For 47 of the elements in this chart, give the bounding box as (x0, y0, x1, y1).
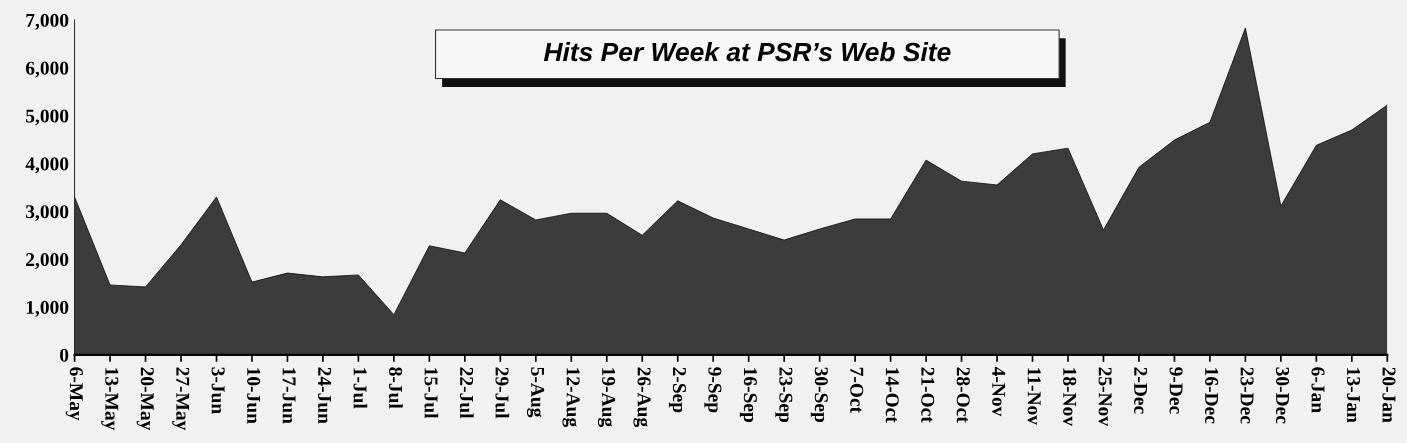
x-tick-label: 2-Dec (1134, 367, 1148, 414)
text: Hits Per Week at PSR’s Web Site (543, 41, 951, 62)
x-tick-label: 9-Dec (1169, 367, 1183, 414)
x-tick-label: 5-Aug (526, 367, 545, 418)
y-tick-label: 0 (60, 348, 69, 362)
x-tick-label: 3-Jun (211, 367, 225, 414)
x-tick-label: 20-Jan (1382, 367, 1396, 423)
x-tick-label: 15-Jul (424, 368, 439, 419)
y-tick-label: 3,000 (26, 205, 69, 222)
x-tick-label: 13-Jan (1346, 368, 1361, 423)
x-tick-label: 6-Jan (1311, 367, 1325, 413)
x-tick-label: 20-May (136, 367, 154, 431)
x-tick-label: 9-Sep (704, 367, 722, 413)
x-tick-label: 1-Jul (353, 368, 368, 409)
x-tick-label: 19-Aug (597, 368, 616, 427)
y-tick-label: 6,000 (25, 61, 69, 78)
x-tick-label: 27-May (172, 367, 190, 431)
x-tick-label: 11-Nov (1027, 368, 1041, 425)
x-tick-label: 22-Jul (459, 367, 474, 419)
x-tick-label: 18-Nov (1063, 368, 1077, 427)
x-tick-label: 10-Jun (247, 368, 261, 424)
x-tick-label: 16-Dec (1205, 368, 1219, 424)
x-tick-label: 2-Sep (668, 367, 686, 413)
x-tick-label: 28-Oct (956, 367, 970, 423)
y-tick-label: 2,000 (26, 252, 69, 269)
x-tick-label: 23-Dec (1240, 367, 1254, 424)
y-tick-label: 4,000 (25, 157, 69, 174)
x-tick-label: 30-Dec (1276, 367, 1290, 424)
x-tick-label: 14-Oct (885, 368, 899, 423)
y-tick-label: 7,000 (26, 13, 69, 30)
y-tick-label: 5,000 (26, 109, 69, 126)
x-tick-label: 13-May (101, 368, 119, 431)
x-tick-label: 21-Oct (921, 367, 935, 423)
x-tick-label: 24-Jun (318, 367, 332, 424)
x-tick-label: 29-Jul (495, 367, 510, 419)
x-tick-label: 6-May (65, 367, 83, 421)
y-tick-label: 1,000 (26, 300, 69, 317)
x-tick-label: 25-Nov (1098, 367, 1112, 427)
x-tick-label: 30-Sep (810, 367, 828, 423)
x-tick-label: 26-Aug (633, 367, 651, 427)
x-tick-label: 17-Jun (282, 368, 296, 424)
x-tick-label: 16-Sep (739, 368, 757, 423)
x-tick-label: 23-Sep (775, 367, 793, 423)
x-tick-label: 4-Nov (992, 366, 1006, 417)
x-tick-label: 12-Aug (562, 368, 580, 427)
x-tick-label: 8-Jul (388, 367, 403, 409)
x-tick-label: 7-Oct (850, 367, 864, 413)
